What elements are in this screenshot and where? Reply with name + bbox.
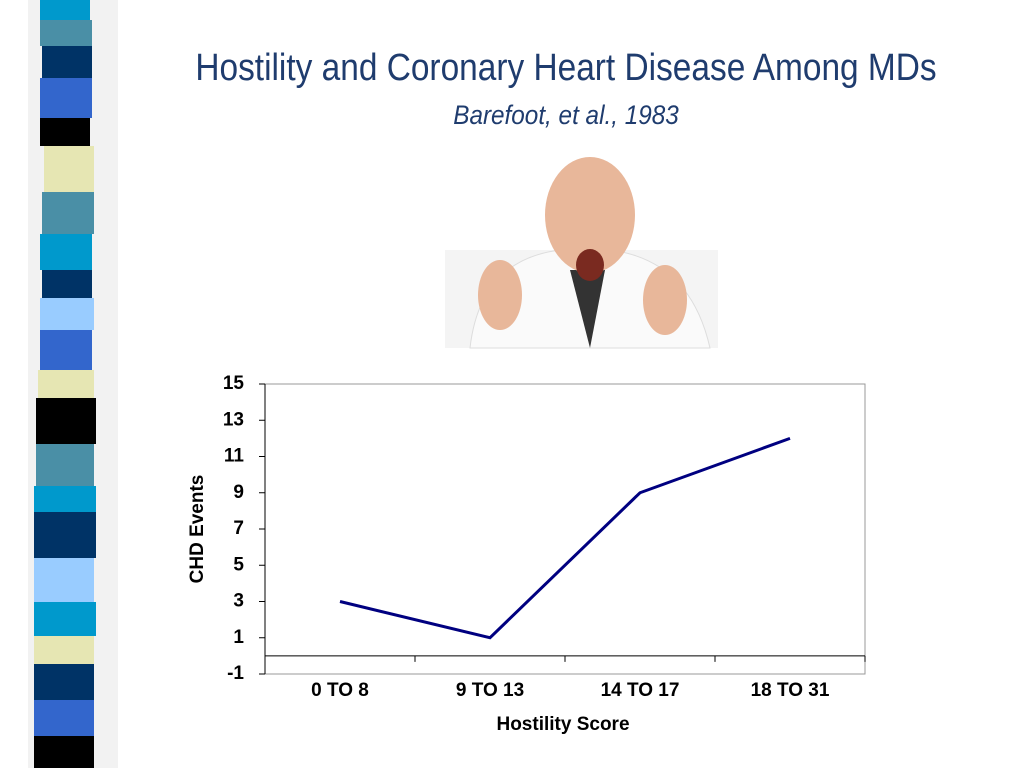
y-tick-label: 11 bbox=[224, 446, 245, 467]
x-tick-label: 0 TO 8 bbox=[311, 680, 369, 701]
chart-subtitle: Barefoot, et al., 1983 bbox=[453, 101, 679, 130]
chart-title: Hostility and Coronary Heart Disease Amo… bbox=[195, 46, 936, 88]
photo bbox=[445, 157, 718, 349]
y-tick-label: 15 bbox=[223, 373, 245, 394]
y-tick-label: 9 bbox=[233, 482, 244, 503]
x-tick-label: 14 TO 17 bbox=[601, 680, 680, 701]
y-tick-label: 3 bbox=[233, 591, 244, 612]
y-tick-label: 7 bbox=[233, 518, 244, 539]
y-tick-label: 13 bbox=[223, 409, 244, 430]
x-axis-title: Hostility Score bbox=[496, 714, 629, 735]
x-tick-label: 18 TO 31 bbox=[751, 680, 830, 701]
y-tick-label: 5 bbox=[233, 554, 244, 575]
y-axis-title: CHD Events bbox=[187, 475, 208, 584]
data-line bbox=[339, 436, 791, 640]
x-tick-label: 9 TO 13 bbox=[456, 680, 524, 701]
plot-area bbox=[264, 383, 866, 675]
decorative-strip bbox=[28, 0, 118, 768]
y-tick-label: 1 bbox=[233, 627, 244, 648]
y-tick-label: -1 bbox=[227, 663, 244, 684]
